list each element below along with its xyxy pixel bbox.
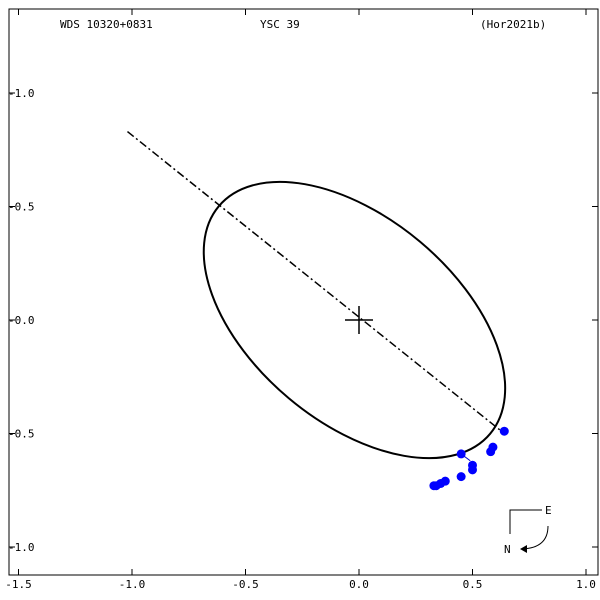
x-tick-label: 0.5 bbox=[463, 578, 483, 591]
y-tick-label: -1.0 bbox=[8, 541, 35, 554]
line-of-nodes bbox=[126, 131, 505, 435]
x-tick-label: 0.0 bbox=[349, 578, 369, 591]
orbit-ellipse bbox=[202, 180, 507, 460]
y-tick-label: -0.5 bbox=[8, 428, 35, 441]
observation-point bbox=[456, 449, 466, 459]
compass-east-line bbox=[509, 509, 542, 534]
observation-point bbox=[468, 465, 477, 475]
y-tick-label: -1.0 bbox=[8, 87, 35, 100]
plot-frame bbox=[8, 8, 599, 576]
header-center: YSC 39 bbox=[260, 18, 300, 31]
compass-east-label: E bbox=[545, 504, 552, 517]
observation-point bbox=[499, 426, 509, 436]
header-left: WDS 10320+0831 bbox=[60, 18, 153, 31]
orbit-layer bbox=[126, 131, 507, 460]
x-tick-label: -1.5 bbox=[5, 578, 32, 591]
axis-ticks: -1.5 -1.0 -0.5 0.0 0.5 1.0 -1.0 -0.5 -0.0 -0.5 -1.… bbox=[5, 9, 598, 591]
compass-arrow bbox=[521, 525, 549, 550]
x-tick-label: -1.0 bbox=[119, 578, 146, 591]
observation-points bbox=[429, 426, 509, 491]
observation-point bbox=[456, 472, 466, 482]
x-tick-label: -0.5 bbox=[232, 578, 259, 591]
x-tick-label: 1.0 bbox=[576, 578, 596, 591]
compass: E N bbox=[504, 504, 552, 556]
observation-point bbox=[429, 481, 439, 491]
observation-point bbox=[488, 442, 498, 452]
compass-north-label: N bbox=[504, 543, 511, 556]
y-tick-label: -0.5 bbox=[8, 201, 35, 214]
compass-arrowhead bbox=[520, 545, 527, 553]
y-tick-label: -0.0 bbox=[8, 314, 35, 327]
header-right: (Hor2021b) bbox=[480, 18, 546, 31]
